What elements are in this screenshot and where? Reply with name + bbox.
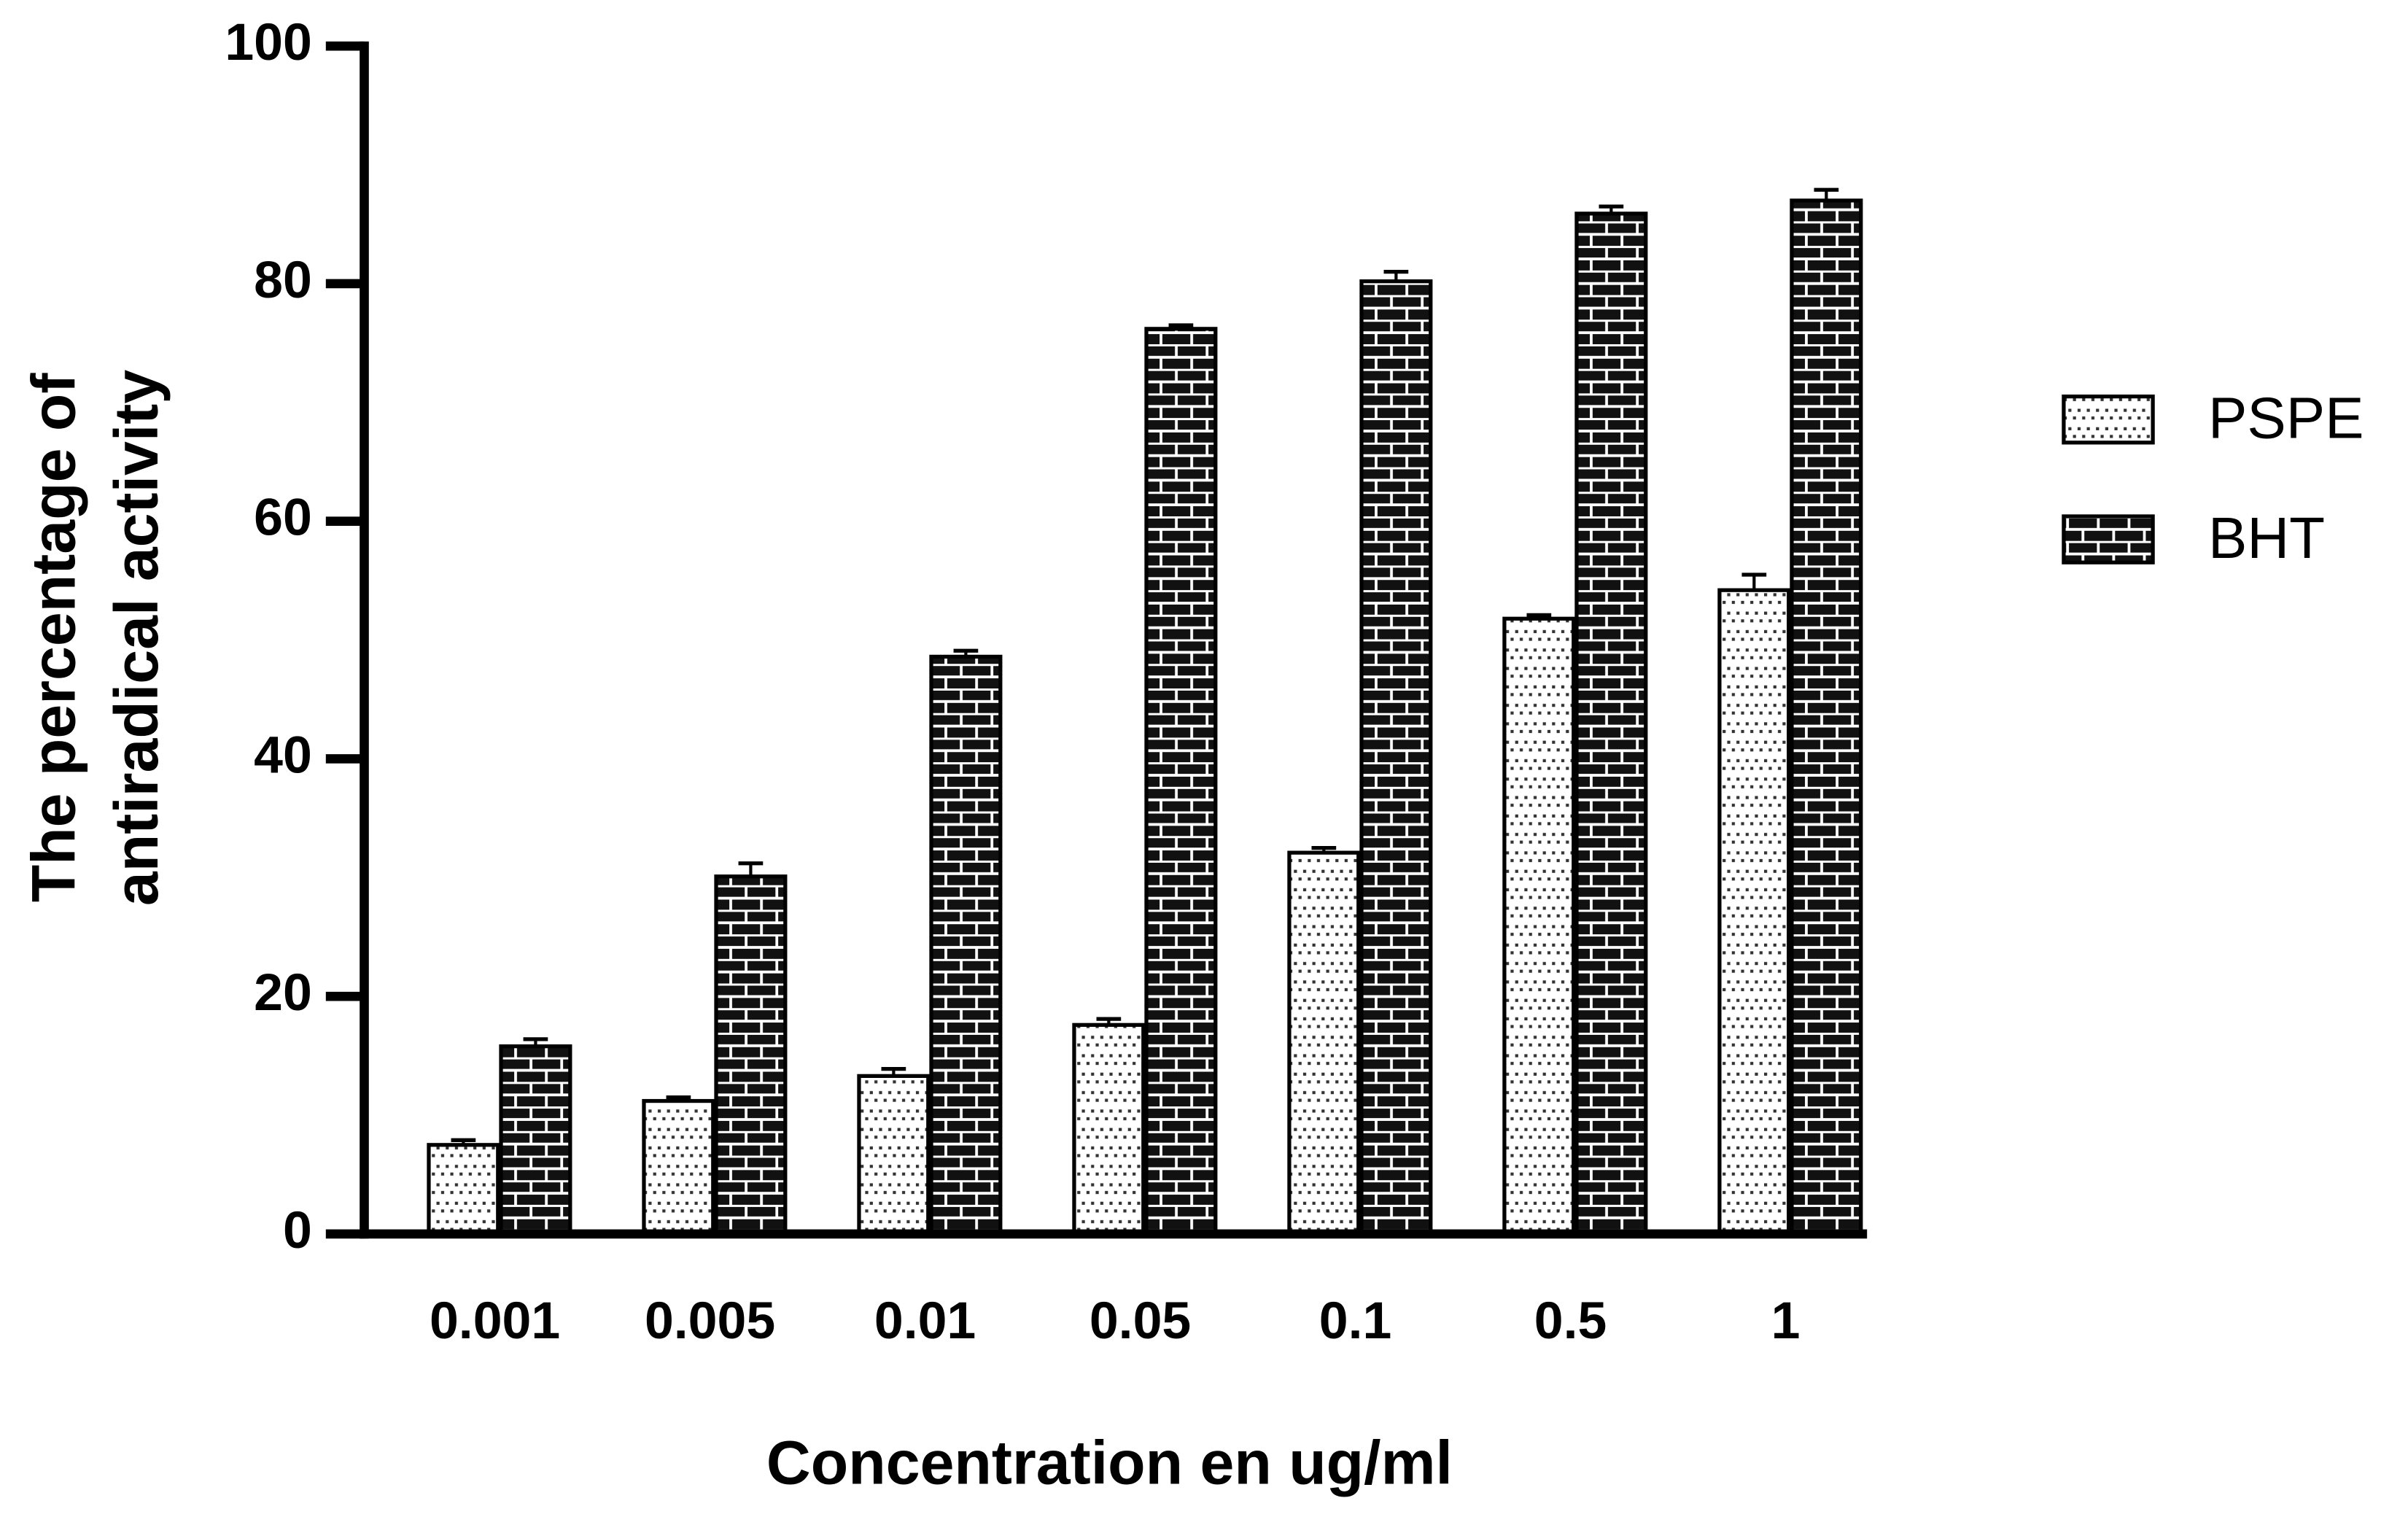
bar [642,1098,715,1236]
bar [1144,327,1218,1236]
y-tick-label: 100 [225,13,312,71]
x-tick-label: 1 [1771,1292,1801,1350]
y-axis-title: antiradical activity [102,370,171,906]
bar [1717,588,1791,1236]
bar [857,1074,931,1236]
bar [1287,850,1361,1236]
bar [427,1143,500,1236]
x-tick-label: 0.05 [1090,1292,1191,1350]
bar [1359,279,1433,1236]
x-tick-label: 0.01 [874,1292,976,1350]
bar [929,654,1003,1236]
y-tick-label: 40 [254,726,312,784]
y-tick-label: 60 [254,489,312,547]
y-tick-label: 80 [254,251,312,309]
x-tick-label: 0.005 [645,1292,775,1350]
legend-label: PSPE [2208,386,2364,451]
x-axis-title: Concentration en ug/ml [766,1429,1453,1497]
bar [1790,198,1863,1236]
bar [1502,616,1576,1236]
y-axis-title: The percentage of [19,373,88,903]
bar [499,1044,572,1236]
legend-label: BHT [2208,505,2325,570]
x-tick-label: 0.001 [430,1292,560,1350]
bar [1574,212,1648,1236]
legend-swatch [2062,514,2155,564]
y-tick-label: 0 [283,1201,312,1260]
bar [714,874,788,1236]
legend-swatch [2062,394,2155,445]
x-tick-label: 0.5 [1534,1292,1607,1350]
bar [1072,1023,1146,1236]
y-tick-label: 20 [254,963,312,1022]
x-tick-label: 0.1 [1319,1292,1392,1350]
